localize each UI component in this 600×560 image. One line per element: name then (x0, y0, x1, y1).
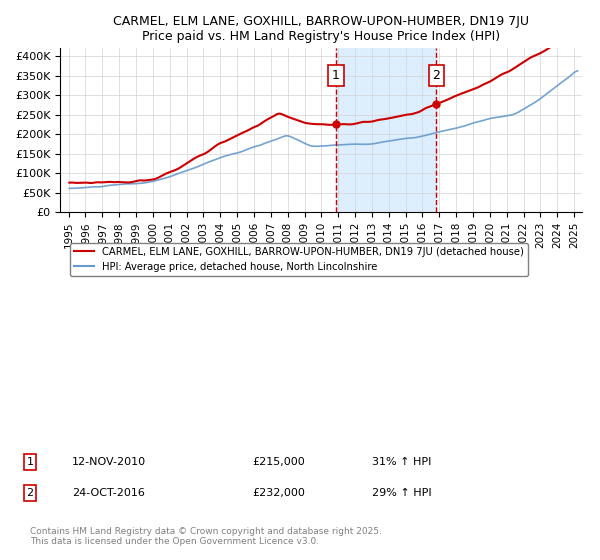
Text: 31% ↑ HPI: 31% ↑ HPI (372, 457, 431, 467)
Text: 12-NOV-2010: 12-NOV-2010 (72, 457, 146, 467)
Bar (336, 48, 436, 212)
Text: £232,000: £232,000 (252, 488, 305, 498)
Text: 24-OCT-2016: 24-OCT-2016 (72, 488, 145, 498)
Text: £215,000: £215,000 (252, 457, 305, 467)
Text: 29% ↑ HPI: 29% ↑ HPI (372, 488, 431, 498)
Text: 2: 2 (433, 69, 440, 82)
Legend: CARMEL, ELM LANE, GOXHILL, BARROW-UPON-HUMBER, DN19 7JU (detached house), HPI: A: CARMEL, ELM LANE, GOXHILL, BARROW-UPON-H… (70, 243, 529, 276)
Text: 1: 1 (26, 457, 34, 467)
Text: Contains HM Land Registry data © Crown copyright and database right 2025.
This d: Contains HM Land Registry data © Crown c… (30, 526, 382, 546)
Title: CARMEL, ELM LANE, GOXHILL, BARROW-UPON-HUMBER, DN19 7JU
Price paid vs. HM Land R: CARMEL, ELM LANE, GOXHILL, BARROW-UPON-H… (113, 15, 529, 43)
Text: 2: 2 (26, 488, 34, 498)
Text: 1: 1 (332, 69, 340, 82)
